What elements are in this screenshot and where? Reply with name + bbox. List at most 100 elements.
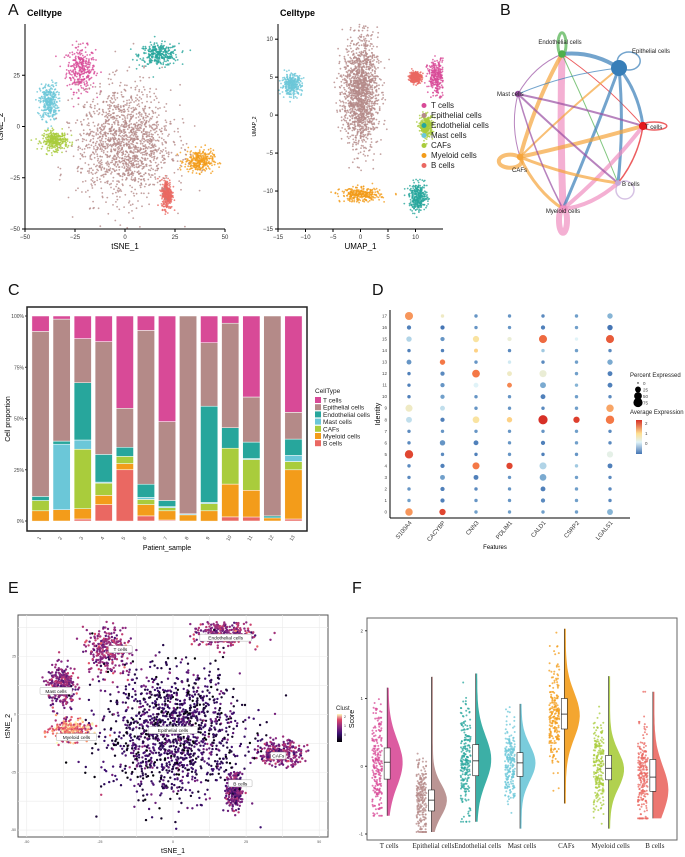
point (150, 150, 153, 152)
point (159, 51, 161, 53)
point (430, 74, 433, 77)
point (118, 159, 121, 162)
point (79, 49, 82, 52)
point (128, 104, 131, 107)
point (169, 120, 172, 123)
point (85, 60, 88, 63)
point (124, 90, 127, 92)
point (190, 160, 193, 163)
point (338, 199, 341, 202)
point (67, 69, 70, 72)
point (51, 101, 54, 104)
point (104, 121, 107, 123)
point (210, 172, 212, 175)
point (105, 100, 108, 103)
point (206, 155, 209, 158)
point (167, 151, 170, 154)
point (431, 86, 434, 89)
point (438, 87, 441, 90)
point (426, 111, 429, 114)
point (409, 71, 411, 74)
point (176, 160, 179, 163)
point (361, 196, 363, 199)
point (142, 57, 145, 59)
point (72, 59, 75, 61)
point (209, 147, 212, 150)
point (151, 123, 154, 126)
point (149, 58, 152, 60)
point (278, 79, 281, 82)
point (59, 135, 62, 138)
point (153, 99, 156, 101)
point (131, 171, 134, 174)
point (441, 94, 444, 96)
point (113, 101, 115, 103)
point (139, 57, 142, 60)
point (48, 144, 50, 147)
point (124, 155, 126, 158)
point (351, 198, 353, 201)
point (82, 118, 85, 121)
point (289, 76, 291, 79)
point (93, 112, 96, 115)
point (142, 47, 145, 50)
point (123, 166, 126, 168)
point (162, 177, 165, 180)
point (72, 105, 75, 108)
point (110, 186, 112, 189)
point (151, 59, 154, 62)
point (173, 209, 176, 212)
point (57, 166, 60, 169)
point (132, 174, 134, 177)
point (93, 148, 95, 150)
point (163, 179, 166, 182)
point (211, 157, 214, 160)
point (114, 161, 117, 164)
point (200, 171, 203, 174)
point (68, 141, 71, 144)
point (184, 225, 186, 228)
point (47, 96, 50, 99)
point (137, 163, 140, 165)
point (370, 198, 373, 201)
point (82, 42, 84, 45)
point (129, 157, 132, 160)
point (71, 74, 73, 76)
point (40, 147, 43, 150)
point (197, 156, 199, 159)
point (76, 119, 79, 122)
point (85, 85, 88, 88)
point (432, 61, 434, 64)
point (300, 93, 303, 95)
point (55, 112, 58, 115)
point (124, 119, 126, 122)
point (291, 82, 294, 84)
point (142, 148, 145, 150)
point (56, 138, 59, 141)
point (108, 104, 111, 106)
point (135, 192, 138, 195)
point (179, 83, 182, 86)
point (96, 153, 99, 156)
point (134, 188, 137, 191)
point (153, 123, 156, 126)
point (42, 116, 45, 118)
point (299, 80, 302, 83)
point (143, 66, 145, 69)
point (86, 91, 89, 93)
point (163, 60, 166, 62)
point (145, 130, 147, 133)
panel-label-d: D (372, 282, 384, 299)
point (95, 59, 97, 61)
point (161, 178, 163, 181)
point (143, 133, 146, 136)
point (138, 119, 140, 122)
point (162, 50, 165, 53)
point (441, 61, 443, 63)
point (356, 198, 359, 201)
point (151, 115, 154, 118)
point (193, 164, 196, 167)
point (143, 140, 145, 143)
point (81, 138, 84, 140)
point (299, 89, 301, 91)
